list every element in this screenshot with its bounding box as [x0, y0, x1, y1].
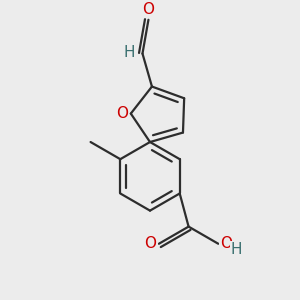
Text: O: O: [144, 236, 156, 251]
Text: H: H: [123, 45, 134, 60]
Text: O: O: [142, 2, 154, 17]
Text: O: O: [116, 106, 128, 121]
Text: H: H: [231, 242, 242, 257]
Text: O: O: [220, 236, 232, 251]
